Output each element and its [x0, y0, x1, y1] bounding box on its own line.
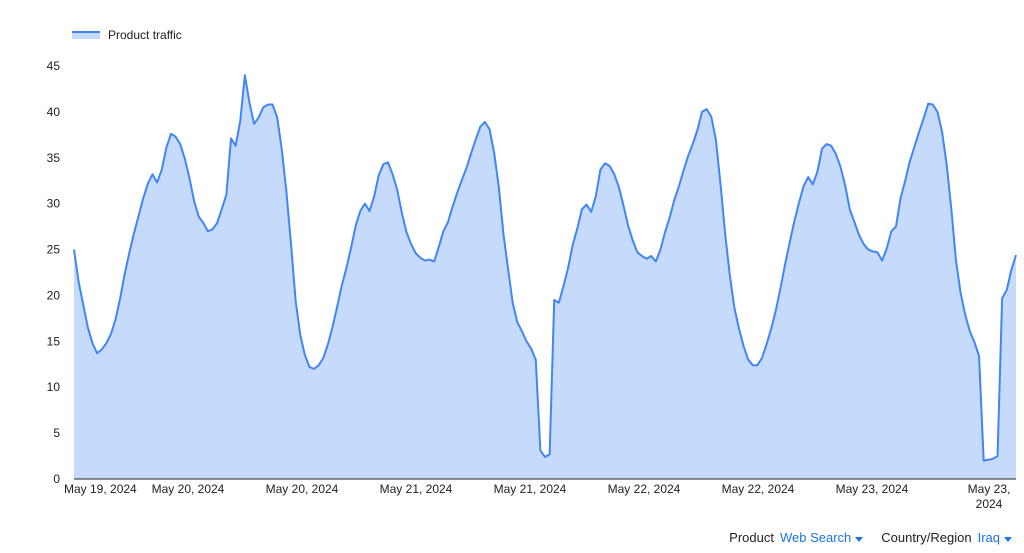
y-tick-label: 25 [47, 243, 61, 257]
legend-label: Product traffic [108, 28, 182, 42]
x-tick-label: May 20, 2024 [152, 482, 225, 496]
product-value: Web Search [779, 530, 852, 545]
x-tick-label: May 23, 2024 [968, 482, 1011, 511]
y-tick-label: 30 [47, 197, 61, 211]
product-dropdown[interactable]: Web Search [779, 530, 864, 545]
product-label: Product [729, 530, 774, 545]
y-axis: 0 5 10 15 20 25 30 35 40 45 [47, 59, 61, 486]
country-label: Country/Region [881, 530, 972, 545]
country-selector: Country/Region Iraq [881, 530, 1012, 545]
caret-down-icon [855, 537, 864, 542]
x-tick-label: May 19, 2024 [64, 482, 137, 496]
series-line-product-traffic [73, 74, 1017, 462]
country-dropdown[interactable]: Iraq [978, 530, 1012, 545]
x-tick-label: May 22, 2024 [722, 482, 795, 496]
x-tick-label: May 20, 2024 [266, 482, 339, 496]
y-tick-label: 0 [53, 472, 60, 486]
y-tick-label: 45 [47, 59, 61, 73]
y-tick-label: 15 [47, 334, 61, 348]
y-tick-label: 20 [47, 288, 61, 302]
x-tick-label: May 21, 2024 [494, 482, 567, 496]
x-tick-label: May 23, 2024 [836, 482, 909, 496]
chart-controls: Product Web Search Country/Region Iraq [729, 530, 1012, 545]
country-value: Iraq [977, 530, 1000, 545]
y-tick-label: 35 [47, 151, 61, 165]
x-axis: May 19, 2024 May 20, 2024 May 20, 2024 May … [64, 482, 1010, 511]
y-tick-label: 5 [53, 426, 60, 440]
product-selector: Product Web Search [729, 530, 864, 545]
series-area-product-traffic [74, 75, 1016, 480]
legend: Product traffic [72, 28, 182, 42]
y-tick-label: 40 [47, 105, 61, 119]
y-tick-label: 10 [47, 380, 61, 394]
x-tick-label: May 22, 2024 [608, 482, 681, 496]
legend-swatch [72, 31, 100, 39]
caret-down-icon [1004, 537, 1012, 542]
x-tick-label: May 21, 2024 [380, 482, 453, 496]
